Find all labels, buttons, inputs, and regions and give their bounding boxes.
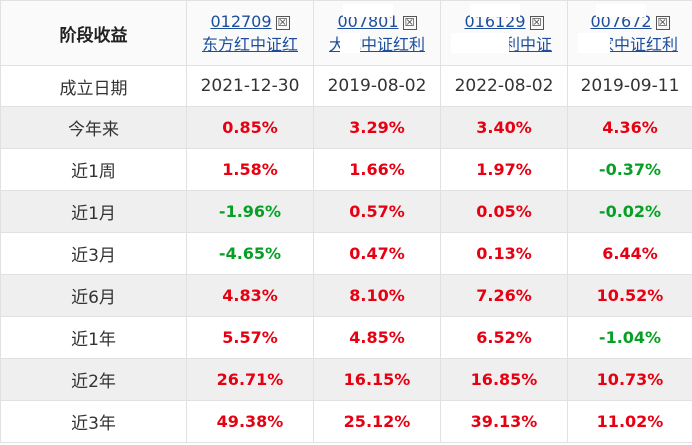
return-value: 4.36% [602,118,658,137]
return-value: 3.40% [476,118,532,137]
return-value: -0.02% [598,202,662,221]
return-value: 7.26% [476,286,532,305]
remove-fund-2-icon[interactable]: ☒ [402,16,417,30]
table-title: 阶段收益 [59,25,128,46]
return-value: 25.12% [343,412,411,431]
return-value: 16.85% [470,370,538,389]
table-row: 近6月 4.83% 8.10% 7.26% 10.52% [0,274,692,317]
return-value: 0.85% [222,118,278,137]
row-label-1y: 近1年 [71,330,116,350]
table-row: 近3年 49.38% 25.12% 39.13% 11.02% [0,400,692,443]
table-row: 近2年 26.71% 16.15% 16.85% 10.73% [0,358,692,401]
return-value: 1.58% [222,160,278,179]
remove-fund-3-icon[interactable]: ☒ [529,16,544,30]
fund-header-2: 007801 ☒ 大成中证红利 [313,0,441,66]
fund-header-4: 007672 ☒ 万家中证红利 [567,0,692,66]
row-label-ytd: 今年来 [68,120,119,140]
return-value: 16.15% [343,370,411,389]
row-label-1w: 近1周 [71,162,116,182]
remove-fund-4-icon[interactable]: ☒ [655,16,670,30]
fund-code-link-1[interactable]: 012709 [210,12,272,31]
table-row: 近1周 1.58% 1.66% 1.97% -0.37% [0,148,692,191]
founded-date-2: 2019-08-02 [327,76,427,96]
return-value: 0.13% [476,244,532,263]
return-value: 0.05% [476,202,532,221]
return-value: 6.52% [476,328,532,347]
table-row: 近1年 5.57% 4.85% 6.52% -1.04% [0,316,692,359]
row-label-6m: 近6月 [71,288,116,308]
return-value: 1.66% [349,160,405,179]
fund-name-link-2[interactable]: 大成中证红利 [328,35,425,54]
return-value: 49.38% [216,412,284,431]
row-label-3y: 近3年 [71,414,116,434]
return-value: -4.65% [218,244,282,263]
return-value: 10.73% [596,370,664,389]
return-value: -1.04% [598,328,662,347]
fund-header-3: 016129☒ 银华富利中证 [440,0,568,66]
header-row: 阶段收益 012709 ☒ 东方红中证红 007801 ☒ 大成中证红利 01612… [0,0,692,66]
row-label-1m: 近1月 [71,204,116,224]
founded-date-4: 2019-09-11 [580,76,680,96]
return-value: 8.10% [349,286,405,305]
return-value: 39.13% [470,412,538,431]
table-row: 成立日期 2021-12-30 2019-08-02 2022-08-02 20… [0,65,692,107]
founded-date-1: 2021-12-30 [200,76,300,96]
return-value: 10.52% [596,286,664,305]
return-value: 5.57% [222,328,278,347]
return-value: 0.47% [349,244,405,263]
return-value: 4.83% [222,286,278,305]
return-value: 3.29% [349,118,405,137]
return-value: -1.96% [218,202,282,221]
row-label-3m: 近3月 [71,246,116,266]
table-row: 近3月 -4.65% 0.47% 0.13% 6.44% [0,232,692,275]
remove-fund-1-icon[interactable]: ☒ [275,16,290,30]
return-value: 1.97% [476,160,532,179]
founded-date-3: 2022-08-02 [454,76,554,96]
return-value: 0.57% [349,202,405,221]
row-label-founded: 成立日期 [59,78,128,99]
fund-header-1: 012709 ☒ 东方红中证红 [186,0,314,66]
fund-name-link-1[interactable]: 东方红中证红 [201,35,298,54]
table-row: 近1月 -1.96% 0.57% 0.05% -0.02% [0,190,692,233]
return-value: 4.85% [349,328,405,347]
return-value: 11.02% [596,412,664,431]
table-row: 今年来 0.85% 3.29% 3.40% 4.36% [0,106,692,149]
return-value: -0.37% [598,160,662,179]
return-value: 6.44% [602,244,658,263]
return-value: 26.71% [216,370,284,389]
row-label-2y: 近2年 [71,372,116,392]
